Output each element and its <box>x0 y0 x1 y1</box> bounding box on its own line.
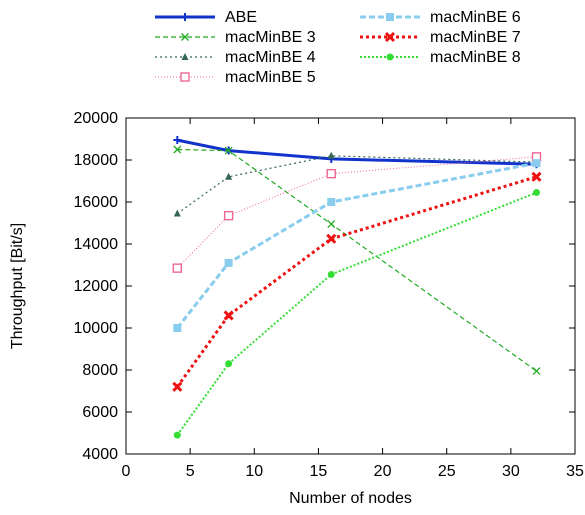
series-macminbe-8 <box>173 189 541 439</box>
x-tick-label: 35 <box>566 463 584 480</box>
data-point <box>173 209 181 217</box>
data-point <box>326 168 336 179</box>
series-line <box>176 156 537 269</box>
data-point <box>532 159 541 168</box>
data-point <box>532 367 541 376</box>
series-line <box>176 155 537 215</box>
data-point <box>173 145 182 154</box>
x-tick-label: 10 <box>245 463 263 480</box>
data-point <box>223 310 234 321</box>
y-tick-label: 12000 <box>74 278 119 295</box>
legend-item: macMinBE 4 <box>155 49 316 66</box>
legend-marker <box>386 53 394 61</box>
series-line <box>176 138 537 166</box>
x-axis-title: Number of nodes <box>289 490 412 507</box>
legend-marker <box>181 53 189 60</box>
y-tick-label: 20000 <box>74 110 119 127</box>
data-point <box>172 263 183 273</box>
data-point <box>224 146 233 155</box>
legend-label: macMinBE 8 <box>430 49 521 66</box>
x-tick-label: 30 <box>502 463 520 480</box>
data-point <box>327 198 336 206</box>
legend-item: macMinBE 7 <box>360 29 521 46</box>
series-macminbe-3 <box>173 145 541 376</box>
data-point <box>327 151 335 159</box>
y-tick-label: 16000 <box>74 194 119 211</box>
series-layer <box>172 136 542 439</box>
legend-item: macMinBE 3 <box>155 29 316 46</box>
y-axis-title: Throughput [Bit/s] <box>9 223 26 349</box>
legend-label: macMinBE 4 <box>225 49 316 66</box>
data-point <box>327 270 335 278</box>
series-line <box>176 175 537 388</box>
data-point <box>224 258 233 267</box>
x-tick-label: 20 <box>374 463 392 480</box>
legend-item: macMinBE 8 <box>360 49 521 66</box>
data-point <box>327 220 336 229</box>
x-tick-label: 15 <box>310 463 328 480</box>
data-point <box>173 431 181 439</box>
data-point <box>225 360 233 368</box>
data-point <box>326 233 337 244</box>
y-tick-label: 4000 <box>82 446 118 463</box>
series-line <box>177 148 537 372</box>
x-tick-label: 0 <box>122 463 131 480</box>
x-tick-label: 5 <box>186 463 195 480</box>
legend-label: ABE <box>225 9 257 26</box>
data-point <box>172 381 183 392</box>
legend-item: macMinBE 5 <box>155 69 316 86</box>
legend-item: ABE <box>155 9 257 26</box>
legend-marker <box>181 13 189 21</box>
series-macminbe-6 <box>173 159 541 332</box>
y-axis: 4000 6000 8000 10000 12000 14000 16000 18000 200… <box>74 110 575 463</box>
x-axis: 0 5 10 15 20 25 30 35 <box>122 118 584 480</box>
x-tick-label: 25 <box>438 463 456 480</box>
y-tick-label: 10000 <box>74 320 119 337</box>
y-tick-label: 18000 <box>74 152 119 169</box>
legend-label: macMinBE 3 <box>225 29 316 46</box>
legend-label: macMinBE 7 <box>430 29 521 46</box>
data-point <box>533 189 541 197</box>
legend-marker <box>180 72 190 82</box>
legend-marker <box>181 33 189 41</box>
series-macminbe-7 <box>172 171 542 392</box>
legend-marker <box>386 13 394 21</box>
data-point <box>173 136 182 145</box>
y-tick-label: 6000 <box>82 404 118 421</box>
legend: ABE macMinBE 3 macMinBE 4 macMinBE 5 macMinB… <box>155 9 521 86</box>
data-point <box>531 171 542 182</box>
data-point <box>173 324 182 332</box>
legend-item: macMinBE 6 <box>360 9 521 26</box>
series-line <box>176 161 537 329</box>
data-point <box>223 210 234 221</box>
y-tick-label: 14000 <box>74 236 119 253</box>
legend-label: macMinBE 5 <box>225 69 316 86</box>
y-tick-label: 8000 <box>82 362 118 379</box>
data-point <box>225 172 233 180</box>
legend-marker <box>384 31 396 43</box>
legend-label: macMinBE 6 <box>430 9 521 26</box>
series-macminbe-5 <box>172 152 542 273</box>
